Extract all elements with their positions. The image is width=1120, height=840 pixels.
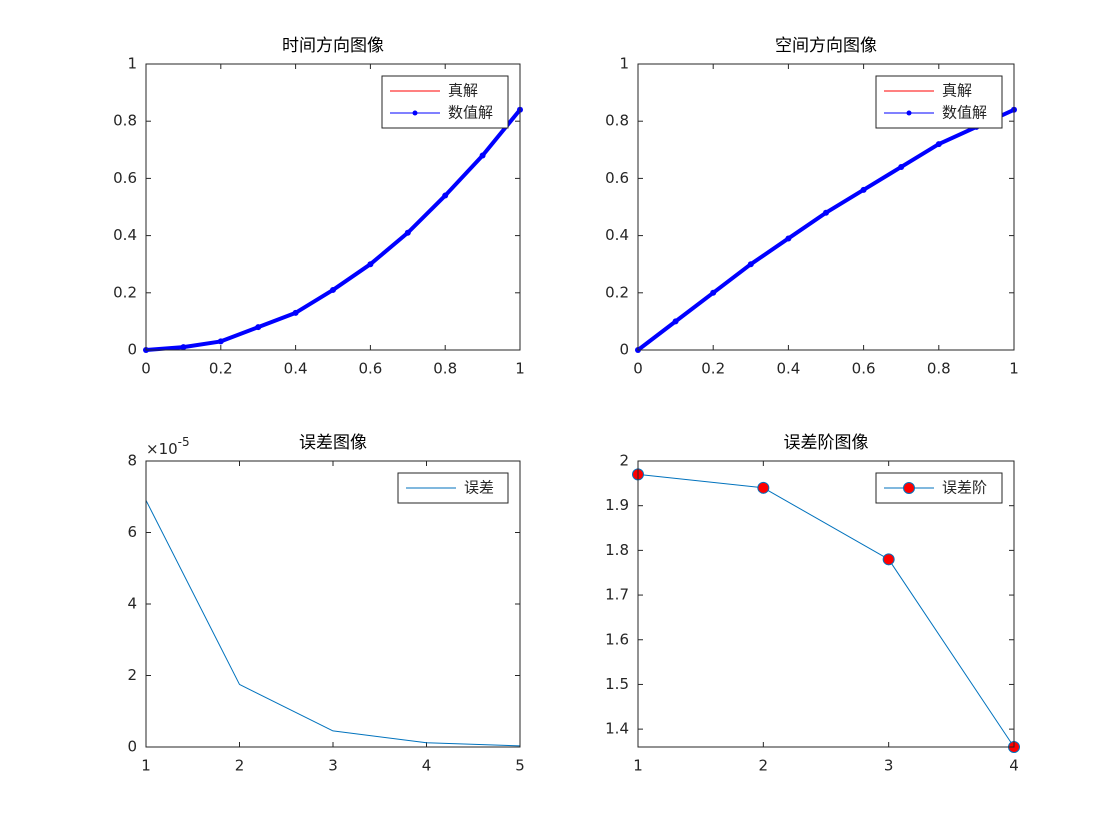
data-point [823, 209, 829, 216]
chart-title: 空间方向图像 [775, 36, 877, 56]
legend-box [875, 75, 1003, 129]
y-tick-label: 0.2 [605, 283, 629, 301]
x-tick-label: 0 [633, 360, 643, 378]
axes-box [145, 63, 521, 351]
y-tick-label: 0 [619, 341, 629, 359]
multiplier-base: ×10 [146, 440, 178, 458]
x-tick-label: 0.6 [852, 360, 876, 378]
y-tick-label: 6 [127, 523, 137, 541]
x-tick-label: 2 [759, 757, 769, 775]
y-multiplier: ×10-5 [146, 435, 190, 458]
y-tick-label: 2 [127, 666, 137, 684]
y-tick-label: 1.8 [605, 541, 629, 559]
data-point [747, 261, 754, 268]
legend-label: 误差 [464, 479, 494, 497]
y-tick-label: 0.4 [605, 226, 629, 244]
legend-label: 真解 [942, 82, 972, 100]
legend-label: 数值解 [448, 104, 493, 122]
multiplier-exponent: -5 [178, 435, 190, 449]
data-point [898, 163, 905, 170]
x-tick-label: 0.2 [209, 360, 233, 378]
data-point [757, 481, 770, 494]
x-tick-label: 1 [141, 757, 151, 775]
data-point [860, 186, 867, 193]
data-point [785, 235, 792, 242]
data-point [404, 229, 411, 236]
legend-marker [903, 482, 915, 494]
y-tick-label: 0.4 [113, 226, 137, 244]
y-tick-label: 0.8 [113, 112, 137, 130]
y-tick-label: 1.7 [605, 586, 629, 604]
y-tick-label: 8 [127, 452, 137, 470]
chart-title: 误差阶图像 [784, 433, 869, 453]
chart-title: 误差图像 [299, 433, 367, 453]
x-tick-label: 1 [1009, 360, 1019, 378]
legend-label: 误差阶 [942, 479, 987, 497]
x-tick-label: 0.4 [776, 360, 800, 378]
x-tick-label: 0.8 [927, 360, 951, 378]
axes-background [638, 461, 1014, 747]
y-tick-label: 1.4 [605, 720, 629, 738]
legend-marker [412, 110, 418, 116]
y-tick-label: 0.2 [113, 283, 137, 301]
x-tick-label: 0.8 [433, 360, 457, 378]
x-tick-label: 3 [884, 757, 894, 775]
data-line [637, 473, 1015, 748]
x-tick-label: 0.6 [358, 360, 382, 378]
data-point [255, 324, 262, 331]
y-tick-label: 0.6 [605, 169, 629, 187]
axes-background [146, 461, 520, 747]
y-tick-label: 0.8 [605, 112, 629, 130]
y-tick-label: 0 [127, 738, 137, 756]
y-tick-label: 1.9 [605, 496, 629, 514]
legend-marker [906, 110, 912, 116]
x-tick-label: 4 [1009, 757, 1019, 775]
data-point [292, 309, 299, 316]
axes-box [145, 460, 521, 748]
data-point [367, 261, 374, 268]
legend-label: 真解 [448, 82, 478, 100]
y-tick-label: 1 [619, 55, 629, 73]
legend-label: 数值解 [942, 104, 987, 122]
plot-area [145, 500, 521, 747]
data-point [935, 141, 942, 148]
y-tick-label: 2 [619, 452, 629, 470]
data-point [330, 286, 336, 293]
chart-title: 时间方向图像 [282, 36, 384, 56]
x-tick-label: 0.4 [284, 360, 308, 378]
data-point [479, 152, 486, 159]
x-tick-label: 1 [515, 360, 525, 378]
y-tick-label: 1 [127, 55, 137, 73]
y-tick-label: 0.6 [113, 169, 137, 187]
data-point [882, 553, 895, 566]
x-tick-label: 0.2 [701, 360, 725, 378]
data-point [442, 192, 449, 199]
data-point [180, 344, 187, 351]
data-line [145, 500, 521, 747]
y-tick-label: 4 [127, 595, 137, 613]
x-tick-label: 3 [328, 757, 338, 775]
plot-area [632, 468, 1020, 753]
x-tick-label: 5 [515, 757, 525, 775]
axes-box [637, 460, 1015, 748]
x-tick-label: 0 [141, 360, 151, 378]
legend-box [381, 75, 509, 129]
x-tick-label: 2 [235, 757, 245, 775]
data-point [710, 289, 717, 296]
data-point [672, 318, 679, 325]
y-tick-label: 0 [127, 341, 137, 359]
data-point [217, 338, 224, 345]
axes-box [637, 63, 1015, 351]
y-tick-label: 1.5 [605, 675, 629, 693]
x-tick-label: 4 [422, 757, 432, 775]
x-tick-label: 1 [633, 757, 643, 775]
plot-area [143, 106, 523, 353]
y-tick-label: 1.6 [605, 630, 629, 648]
